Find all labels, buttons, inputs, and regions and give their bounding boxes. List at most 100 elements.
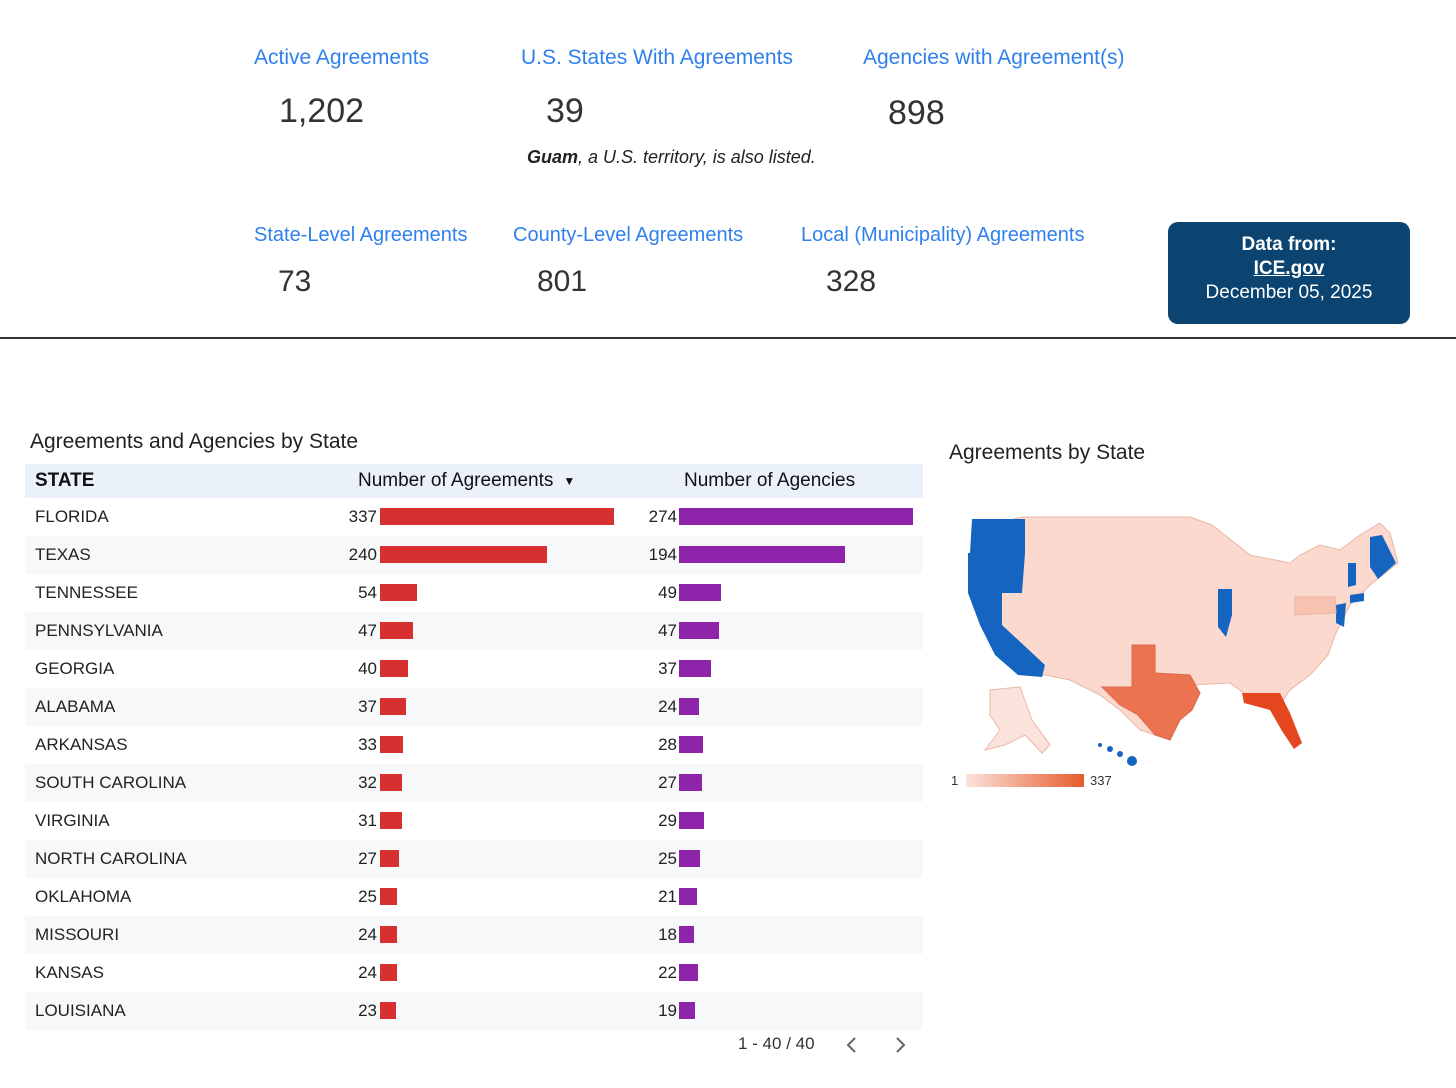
map-vermont (1348, 563, 1356, 587)
agreements-bar (380, 1002, 396, 1019)
pagination-range: 1 - 40 / 40 (738, 1034, 815, 1053)
table-row[interactable]: KANSAS 24 22 (25, 954, 923, 992)
cell-state: ALABAMA (35, 697, 116, 716)
table-body: FLORIDA 337 274 TEXAS 240 194 TENNESSEE 54 49 PEN… (25, 498, 923, 1030)
map-hawaii-1 (1098, 743, 1102, 747)
column-header-agreements[interactable]: Number of Agreements ▼ (358, 470, 575, 492)
stat-label-county-level: County-Level Agreements (513, 224, 744, 246)
cell-agencies: 37 (658, 659, 677, 678)
data-source-date: December 05, 2025 (1205, 282, 1373, 303)
table-row[interactable]: VIRGINIA 31 29 (25, 802, 923, 840)
legend-max-label: 337 (1090, 773, 1112, 788)
agreements-bar (380, 774, 402, 791)
stat-value-county-level: 801 (537, 265, 588, 298)
map-illinois (1218, 589, 1232, 637)
stat-value-local-level: 328 (826, 265, 877, 298)
table-row[interactable]: ARKANSAS 33 28 (25, 726, 923, 764)
map-california (968, 593, 1045, 677)
cell-state: GEORGIA (35, 659, 115, 678)
agreements-bar (380, 622, 413, 639)
cell-state: FLORIDA (35, 507, 109, 526)
map-title: Agreements by State (949, 441, 1146, 464)
cell-state: OKLAHOMA (35, 887, 132, 906)
cell-state: MISSOURI (35, 925, 120, 944)
cell-agencies: 27 (658, 773, 677, 792)
agreements-bar (380, 584, 417, 601)
guam-note-text: , a U.S. territory, is also listed. (578, 147, 816, 167)
agencies-bar (679, 698, 699, 715)
cell-agreements: 25 (358, 887, 377, 906)
agencies-bar (679, 850, 700, 867)
agreements-bar (380, 850, 399, 867)
legend-gradient (966, 774, 1084, 787)
stat-label-active-agreements: Active Agreements (254, 46, 430, 69)
sort-desc-icon: ▼ (563, 473, 576, 488)
map-oregon (968, 553, 1025, 593)
cell-state: TEXAS (35, 545, 91, 564)
table-row[interactable]: ALABAMA 37 24 (25, 688, 923, 726)
agreements-bar (380, 964, 397, 981)
cell-agreements: 24 (358, 925, 377, 944)
stat-value-us-states: 39 (546, 92, 584, 130)
column-header-state[interactable]: STATE (35, 470, 95, 491)
cell-agencies: 194 (648, 545, 677, 564)
agencies-bar (679, 926, 694, 943)
map-pennsylvania (1294, 596, 1337, 616)
table-row[interactable]: TENNESSEE 54 49 (25, 574, 923, 612)
agreements-bar (380, 660, 408, 677)
table-row[interactable]: MISSOURI 24 18 (25, 916, 923, 954)
agreements-bar (380, 812, 402, 829)
cell-agreements: 23 (358, 1001, 377, 1020)
next-page-button[interactable] (890, 1034, 910, 1056)
cell-agreements: 27 (358, 849, 377, 868)
map-alaska (983, 686, 1051, 754)
us-choropleth-map[interactable] (950, 505, 1410, 770)
cell-state: TENNESSEE (35, 583, 138, 602)
table-row[interactable]: LOUISIANA 23 19 (25, 992, 923, 1030)
agencies-bar (679, 888, 697, 905)
cell-agencies: 21 (658, 887, 677, 906)
map-texas (1100, 644, 1201, 741)
cell-agencies: 24 (658, 697, 677, 716)
cell-state: PENNSYLVANIA (35, 621, 163, 640)
table-row[interactable]: NORTH CAROLINA 27 25 (25, 840, 923, 878)
map-hawaii-3 (1117, 751, 1123, 757)
agencies-bar (679, 660, 711, 677)
cell-agreements: 31 (358, 811, 377, 830)
table-row[interactable]: PENNSYLVANIA 47 47 (25, 612, 923, 650)
cell-agencies: 47 (658, 621, 677, 640)
table-row[interactable]: TEXAS 240 194 (25, 536, 923, 574)
cell-agencies: 19 (658, 1001, 677, 1020)
table-row[interactable]: FLORIDA 337 274 (25, 498, 923, 536)
table-row[interactable]: SOUTH CAROLINA 32 27 (25, 764, 923, 802)
map-hawaii-4 (1127, 756, 1137, 766)
stat-label-state-level: State-Level Agreements (254, 224, 468, 246)
column-header-agencies[interactable]: Number of Agencies (684, 470, 856, 491)
previous-page-button[interactable] (842, 1034, 862, 1056)
cell-agencies: 274 (648, 507, 677, 526)
agreements-bar (380, 508, 614, 525)
map-washington (970, 519, 1025, 553)
table-row[interactable]: GEORGIA 40 37 (25, 650, 923, 688)
cell-agreements: 33 (358, 735, 377, 754)
cell-agreements: 47 (358, 621, 377, 640)
cell-state: VIRGINIA (35, 811, 110, 830)
cell-agreements: 40 (358, 659, 377, 678)
cell-agencies: 28 (658, 735, 677, 754)
chevron-right-icon (896, 1037, 906, 1053)
table-title: Agreements and Agencies by State (30, 430, 359, 453)
cell-agencies: 49 (658, 583, 677, 602)
cell-agreements: 37 (358, 697, 377, 716)
agencies-bar (679, 812, 704, 829)
cell-agencies: 29 (658, 811, 677, 830)
section-divider (0, 337, 1456, 339)
agencies-bar (679, 1002, 695, 1019)
stat-value-state-level: 73 (278, 265, 312, 298)
cell-agreements: 32 (358, 773, 377, 792)
chevron-left-icon (846, 1037, 856, 1053)
stat-value-active-agreements: 1,202 (279, 92, 365, 130)
agencies-bar (679, 622, 719, 639)
table-row[interactable]: OKLAHOMA 25 21 (25, 878, 923, 916)
ice-gov-link[interactable]: ICE.gov (1253, 258, 1325, 279)
map-maine (1370, 535, 1396, 579)
